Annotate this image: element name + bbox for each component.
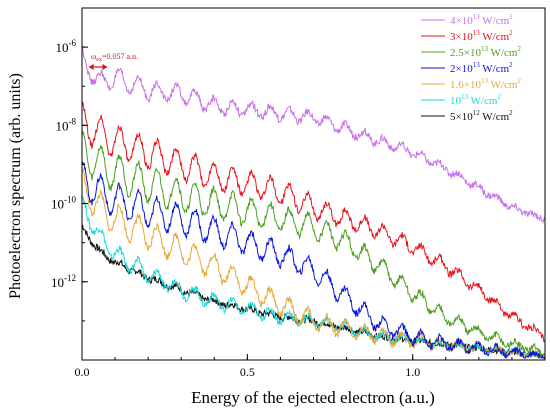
legend-label: 1013 W/cm2	[450, 93, 501, 107]
legend-label: 2.5×1013 W/cm2	[450, 45, 521, 59]
x-axis-label: Energy of the ejected electron (a.u.)	[191, 388, 435, 407]
x-tick-label: 1.0	[405, 365, 420, 379]
annotation-arrowhead-right	[102, 64, 108, 70]
annotation-text: ωex=0.057 a.u.	[91, 52, 138, 63]
x-tick-label: 0.0	[75, 365, 90, 379]
series-line-3	[81, 128, 546, 359]
legend-label: 2×1013 W/cm2	[450, 61, 513, 75]
legend-label: 4×1013 W/cm2	[450, 13, 513, 27]
series-line-5	[81, 168, 545, 360]
y-tick-label: 10-12	[51, 273, 76, 290]
ticks-layer: 0.0 0.5 1.0 10-6 10-8 10-10 10-12	[51, 7, 513, 379]
series-line-6	[81, 195, 546, 359]
series-line-2	[81, 101, 546, 343]
legend-label: 1.6×1013 W/cm2	[450, 77, 521, 91]
y-tick-label: 10-10	[51, 195, 76, 212]
annotation-arrowhead-left	[88, 64, 94, 70]
legend-label: 3×1013 W/cm2	[450, 29, 513, 43]
y-axis-label: Photoelectron spectrum (arb. units)	[7, 73, 24, 299]
x-tick-label: 0.5	[240, 365, 255, 379]
legend-label: 5×1012 W/cm2	[450, 109, 513, 123]
series-layer	[81, 47, 546, 360]
y-tick-label: 10-6	[56, 38, 77, 55]
y-tick-label: 10-8	[56, 116, 77, 133]
legend: 4×1013 W/cm2 3×1013 W/cm2 2.5×1013 W/cm2 2×…	[421, 13, 521, 123]
series-line-4	[81, 161, 545, 359]
frequency-annotation: ωex=0.057 a.u.	[88, 52, 138, 70]
series-line-1	[81, 47, 546, 224]
